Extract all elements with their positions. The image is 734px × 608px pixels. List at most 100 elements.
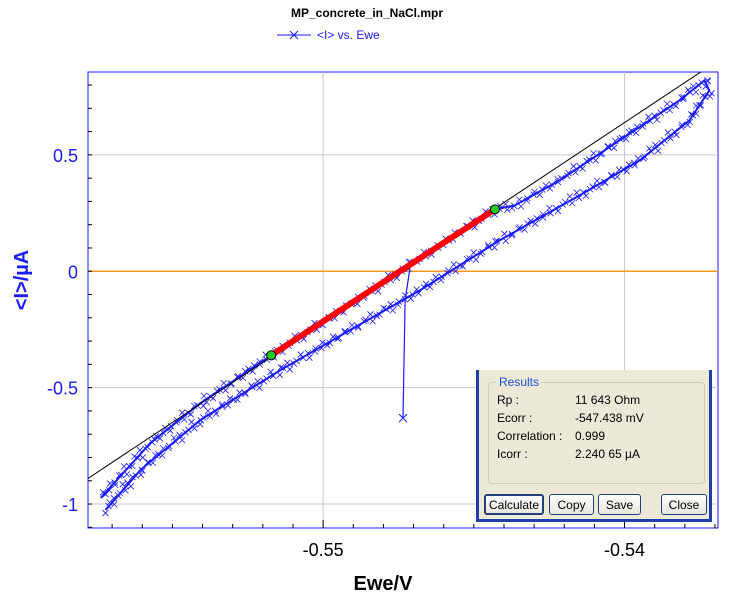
data-point <box>690 82 697 90</box>
data-point <box>110 494 118 502</box>
data-point <box>597 150 604 158</box>
data-point <box>306 354 313 361</box>
data-point <box>279 364 287 372</box>
data-point <box>463 255 471 263</box>
data-point <box>438 273 445 280</box>
data-point <box>318 344 325 352</box>
data-point <box>570 162 577 170</box>
data-point <box>115 472 123 479</box>
data-point <box>572 169 579 176</box>
data-point <box>387 300 394 308</box>
data-point <box>634 155 642 162</box>
data-point <box>672 102 680 110</box>
data-point <box>380 304 387 312</box>
data-point <box>270 372 277 380</box>
data-point <box>477 250 485 257</box>
data-point <box>610 144 618 152</box>
data-point <box>523 197 531 204</box>
data-point <box>323 341 331 349</box>
data-point <box>517 203 525 210</box>
data-point <box>348 321 356 329</box>
results-group-label: Results <box>497 375 542 389</box>
data-point <box>470 249 477 256</box>
data-point <box>689 112 697 119</box>
data-point <box>241 389 249 396</box>
data-point <box>678 94 685 101</box>
data-point <box>533 215 541 222</box>
data-point <box>432 273 440 281</box>
data-point <box>188 418 195 426</box>
result-rp: Rp : 11 643 Ohm <box>497 393 640 407</box>
data-point <box>625 128 633 136</box>
data-point <box>154 450 162 458</box>
data-point <box>646 145 653 152</box>
data-point <box>149 459 157 467</box>
results-group: Results Rp : 11 643 Ohm Ecorr : -547.438 m… <box>488 375 705 484</box>
data-point <box>203 398 210 406</box>
data-point <box>493 237 501 245</box>
data-point <box>219 403 226 411</box>
data-point <box>653 116 661 124</box>
data-point <box>407 295 415 302</box>
data-point <box>131 453 138 460</box>
x-axis-label: Ewe/V <box>354 573 414 595</box>
data-point <box>450 261 458 268</box>
data-point <box>590 149 597 157</box>
data-point <box>502 200 509 208</box>
data-point <box>686 118 694 126</box>
data-point <box>706 93 714 100</box>
data-point <box>521 226 528 233</box>
data-point <box>111 481 119 489</box>
data-point <box>554 175 561 183</box>
data-point <box>180 416 188 423</box>
data-point <box>484 241 492 249</box>
data-point <box>664 129 672 136</box>
data-point <box>311 348 319 355</box>
calculate-button[interactable]: Calculate <box>484 494 544 515</box>
data-point <box>658 139 665 147</box>
data-point <box>248 382 255 389</box>
x-tick-label: -0.55 <box>303 540 344 560</box>
data-point <box>559 201 567 208</box>
close-button[interactable]: Close <box>661 494 707 515</box>
data-point <box>117 471 125 479</box>
data-point <box>600 178 608 186</box>
data-point <box>516 224 523 231</box>
data-point <box>633 123 641 130</box>
data-point <box>125 462 133 470</box>
data-point <box>134 454 141 462</box>
data-point <box>119 481 127 488</box>
data-point <box>645 113 652 121</box>
data-point <box>102 509 109 517</box>
data-point <box>329 333 337 340</box>
data-point <box>699 92 707 99</box>
save-button[interactable]: Save <box>598 494 641 515</box>
data-point <box>678 121 686 129</box>
copy-button[interactable]: Copy <box>549 494 594 515</box>
fit-endpoint <box>489 204 500 215</box>
data-point <box>242 390 249 398</box>
data-point <box>530 191 537 198</box>
chart-title: MP_concrete_in_NaCl.mpr <box>290 6 444 20</box>
result-key: Ecorr : <box>497 411 533 425</box>
data-point <box>304 349 312 357</box>
data-point <box>704 77 711 84</box>
data-point <box>284 359 291 367</box>
data-point <box>673 131 680 139</box>
fit-endpoint <box>266 350 277 361</box>
data-point <box>511 202 518 210</box>
data-point <box>211 407 219 415</box>
data-point <box>114 492 122 499</box>
data-point <box>684 121 691 129</box>
data-point <box>347 328 355 335</box>
data-point <box>216 386 223 393</box>
data-point <box>99 489 107 496</box>
y-tick-label: -0.5 <box>47 379 78 399</box>
data-point <box>172 438 179 445</box>
data-point <box>612 137 619 145</box>
results-panel: Results Rp : 11 643 Ohm Ecorr : -547.438 m… <box>476 370 712 522</box>
data-point <box>527 217 534 225</box>
data-point <box>516 196 523 203</box>
data-point <box>209 394 217 402</box>
